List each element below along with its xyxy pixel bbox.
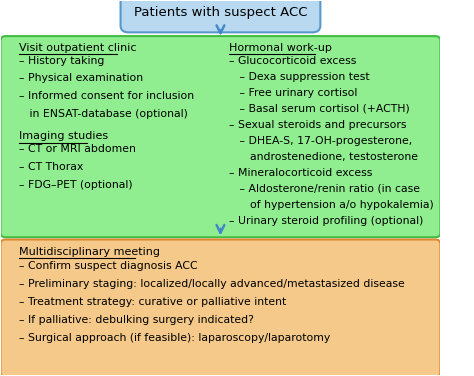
Text: – Treatment strategy: curative or palliative intent: – Treatment strategy: curative or pallia…	[19, 297, 286, 307]
Text: Multidisciplinary meeting: Multidisciplinary meeting	[19, 247, 160, 257]
Text: – Mineralocorticoid excess: – Mineralocorticoid excess	[229, 168, 373, 178]
Text: Visit outpatient clinic: Visit outpatient clinic	[19, 43, 137, 53]
Text: – Dexa suppression test: – Dexa suppression test	[229, 72, 370, 82]
Text: – Glucocorticoid excess: – Glucocorticoid excess	[229, 56, 356, 65]
Text: – If palliative: debulking surgery indicated?: – If palliative: debulking surgery indic…	[19, 315, 254, 324]
Text: – Physical examination: – Physical examination	[19, 73, 143, 83]
Text: – Informed consent for inclusion: – Informed consent for inclusion	[19, 91, 194, 102]
Text: – CT Thorax: – CT Thorax	[19, 162, 83, 172]
FancyBboxPatch shape	[0, 36, 440, 237]
Text: of hypertension a/o hypokalemia): of hypertension a/o hypokalemia)	[229, 200, 434, 210]
Text: Imaging studies: Imaging studies	[19, 131, 108, 141]
FancyBboxPatch shape	[120, 0, 320, 32]
Text: – Basal serum cortisol (+ACTH): – Basal serum cortisol (+ACTH)	[229, 104, 410, 114]
Text: – DHEA-S, 17-OH-progesterone,: – DHEA-S, 17-OH-progesterone,	[229, 136, 412, 146]
Text: Hormonal work-up: Hormonal work-up	[229, 43, 332, 53]
Text: – CT or MRI abdomen: – CT or MRI abdomen	[19, 144, 136, 155]
Text: – Confirm suspect diagnosis ACC: – Confirm suspect diagnosis ACC	[19, 261, 198, 271]
Text: in ENSAT-database (optional): in ENSAT-database (optional)	[19, 109, 188, 119]
Text: – Urinary steroid profiling (optional): – Urinary steroid profiling (optional)	[229, 216, 424, 226]
Text: androstenedione, testosterone: androstenedione, testosterone	[229, 152, 418, 162]
Text: – Sexual steroids and precursors: – Sexual steroids and precursors	[229, 120, 407, 130]
Text: – Surgical approach (if feasible): laparoscopy/laparotomy: – Surgical approach (if feasible): lapar…	[19, 332, 330, 343]
Text: – Preliminary staging: localized/locally advanced/metastasized disease: – Preliminary staging: localized/locally…	[19, 279, 405, 289]
Text: – Free urinary cortisol: – Free urinary cortisol	[229, 88, 357, 98]
FancyBboxPatch shape	[0, 240, 440, 376]
Text: – Aldosterone/renin ratio (in case: – Aldosterone/renin ratio (in case	[229, 184, 420, 194]
Text: Patients with suspect ACC: Patients with suspect ACC	[134, 6, 307, 19]
Text: – FDG–PET (optional): – FDG–PET (optional)	[19, 180, 133, 190]
Text: – History taking: – History taking	[19, 56, 104, 65]
